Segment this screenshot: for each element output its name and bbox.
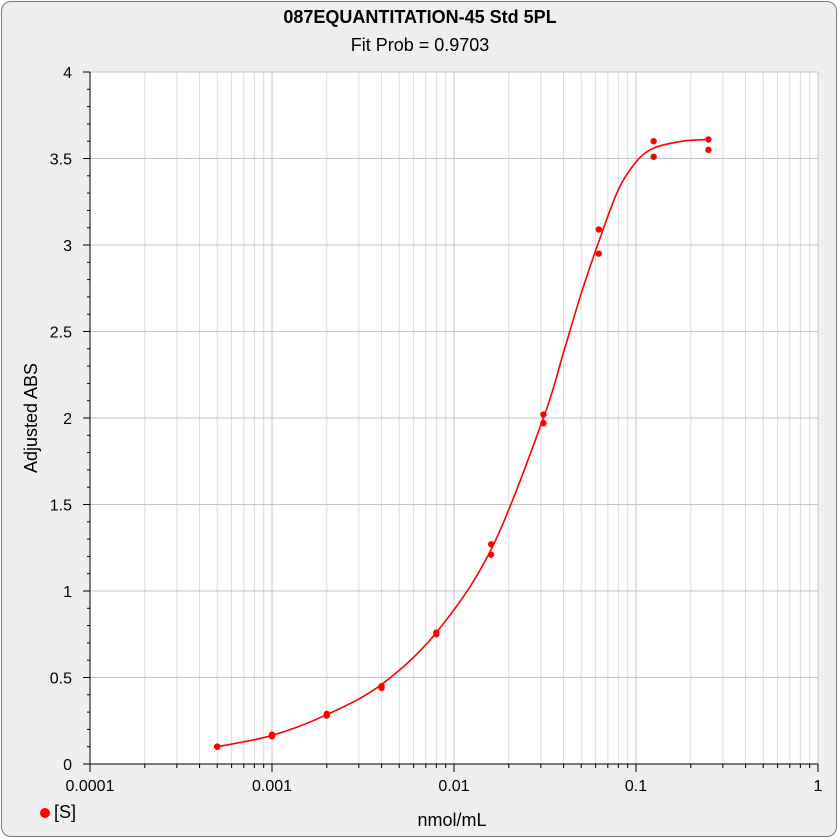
- x-tick-label: 0.001: [252, 778, 292, 795]
- chart-title: 087EQUANTITATION-45 Std 5PL: [283, 7, 557, 27]
- data-point: [323, 710, 330, 718]
- y-tick-label: 1: [63, 584, 72, 601]
- data-point: [268, 731, 276, 738]
- data-point: [540, 419, 547, 427]
- y-tick-label: 2.5: [50, 325, 72, 342]
- data-point: [650, 138, 657, 145]
- chart-subtitle: Fit Prob = 0.9703: [350, 35, 490, 55]
- data-point: [378, 682, 385, 690]
- y-axis-label: Adjusted ABS: [21, 363, 41, 473]
- data-point: [487, 551, 495, 558]
- y-tick-label: 0.5: [50, 671, 72, 688]
- y-tick-label: 3: [63, 238, 72, 255]
- x-tick-label: 0.01: [438, 778, 469, 795]
- data-point: [595, 226, 603, 233]
- x-axis-label: nmol/mL: [417, 810, 486, 830]
- x-tick-label: 0.0001: [66, 778, 115, 795]
- y-tick-label: 4: [63, 65, 72, 82]
- y-tick-label: 1.5: [50, 498, 72, 515]
- x-tick-label: 1: [814, 778, 823, 795]
- y-tick-label: 3.5: [50, 152, 72, 169]
- y-tick-label: 2: [63, 411, 72, 428]
- data-point: [214, 743, 221, 750]
- legend: [S]: [40, 802, 76, 823]
- data-point: [705, 146, 712, 154]
- fit-curve-group: [217, 138, 709, 748]
- data-point: [433, 629, 440, 636]
- fit-curve: [217, 138, 709, 748]
- y-tick-label: 0: [63, 757, 72, 774]
- legend-label: [S]: [54, 802, 77, 822]
- data-point: [540, 411, 547, 418]
- axes: 0 0.5 1 1.5 2 2.5 3 3.5 4 0.0001 0.001 0.01 0.1 1: [50, 65, 823, 795]
- data-point: [705, 136, 712, 143]
- legend-marker-icon: [40, 807, 50, 818]
- data-point: [487, 541, 495, 548]
- x-tick-label: 0.1: [625, 778, 647, 795]
- data-point: [650, 153, 657, 160]
- data-points: [214, 136, 712, 750]
- data-point: [595, 250, 603, 257]
